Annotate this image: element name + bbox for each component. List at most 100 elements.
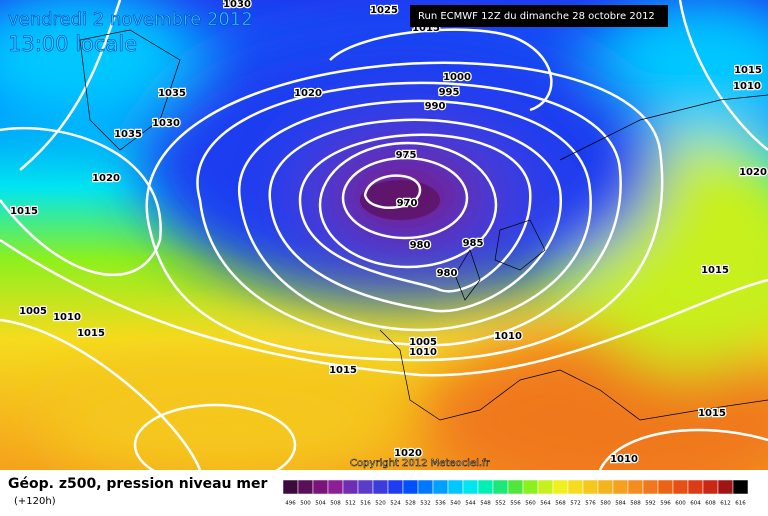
isobar-label: 985	[463, 238, 484, 249]
colorbar-cell	[672, 479, 689, 495]
coastlines	[79, 29, 768, 421]
isobar-label: 1035	[158, 88, 186, 99]
colorbar-label: 588	[630, 501, 641, 507]
colorbar-cell	[627, 479, 644, 495]
colorbar-label: 504	[315, 501, 326, 507]
colorbar-cell	[417, 479, 434, 495]
lead-time: (+120h)	[14, 496, 56, 507]
colorbar-cell	[687, 479, 704, 495]
colorbar-cell	[432, 479, 449, 495]
isobar-label: 1020	[394, 448, 422, 459]
colorbar: 496 500 504 508 512 516 520 524 528 532 536 540 544 5…	[282, 479, 749, 507]
colorbar-label: 616	[735, 501, 746, 507]
isobar-label: 1005	[19, 306, 47, 317]
colorbar-cell	[537, 479, 554, 495]
colorbar-cell	[732, 479, 749, 495]
colorbar-cell	[612, 479, 629, 495]
isobar-label: 1010	[409, 347, 437, 358]
map-date: vendredi 2 novembre 2012	[8, 9, 253, 30]
colorbar-label: 612	[720, 501, 731, 507]
copyright: Copyright 2012 Meteociel.fr	[350, 458, 491, 469]
colorbar-label: 552	[495, 501, 506, 507]
colorbar-cell	[312, 479, 329, 495]
colorbar-label: 528	[405, 501, 416, 507]
footer-title: Géop. z500, pression niveau mer	[8, 476, 267, 492]
colorbar-cell	[717, 479, 734, 495]
colorbar-cell	[492, 479, 509, 495]
isobar-label: 1025	[370, 5, 398, 16]
isobar-label: 1030	[152, 118, 180, 129]
isobar-label: 1005	[409, 337, 437, 348]
isobar-label: 980	[410, 240, 431, 251]
isobar-label: 1010	[733, 81, 761, 92]
colorbar-label: 544	[465, 501, 476, 507]
colorbar-label: 540	[450, 501, 461, 507]
isobar-label: 1000	[443, 72, 471, 83]
colorbar-cell	[357, 479, 374, 495]
colorbar-cell	[282, 479, 299, 495]
colorbar-label: 500	[300, 501, 311, 507]
colorbar-label: 580	[600, 501, 611, 507]
colorbar-cell	[447, 479, 464, 495]
isobar-label: 1020	[739, 167, 767, 178]
colorbar-label: 604	[690, 501, 701, 507]
map-time: 13:00 locale	[8, 32, 137, 56]
colorbar-label: 520	[375, 501, 386, 507]
isobar-label: 1010	[53, 312, 81, 323]
colorbar-label: 576	[585, 501, 596, 507]
colorbar-cell	[567, 479, 584, 495]
isobar-label: 1020	[92, 173, 120, 184]
colorbar-label: 556	[510, 501, 521, 507]
colorbar-cell	[507, 479, 524, 495]
colorbar-cell	[402, 479, 419, 495]
isobar-label: 1015	[734, 65, 762, 76]
colorbar-cell	[297, 479, 314, 495]
colorbar-cell	[552, 479, 569, 495]
isobar-label: 980	[437, 268, 458, 279]
isobar-label: 1015	[698, 408, 726, 419]
colorbar-cell	[657, 479, 674, 495]
isobars	[0, 0, 768, 485]
colorbar-label: 584	[615, 501, 626, 507]
isobar-label: 1035	[114, 129, 142, 140]
isobar-label: 1015	[10, 206, 38, 217]
colorbar-label: 496	[285, 501, 296, 507]
run-label: Run ECMWF 12Z du dimanche 28 octobre 201…	[418, 11, 655, 22]
colorbar-cell	[462, 479, 479, 495]
colorbar-label: 608	[705, 501, 716, 507]
colorbar-label: 524	[390, 501, 401, 507]
isobar-label: 975	[396, 150, 417, 161]
colorbar-label: 548	[480, 501, 491, 507]
colorbar-cell	[582, 479, 599, 495]
colorbar-cell	[642, 479, 659, 495]
isobar-label: 1015	[329, 365, 357, 376]
colorbar-cell	[372, 479, 389, 495]
isobar-label: 1020	[294, 88, 322, 99]
colorbar-label: 512	[345, 501, 356, 507]
isobar-labels: 1030 1025 1015 1035 1020 1000 995 990 1030 1035 97…	[9, 0, 768, 466]
colorbar-label: 536	[435, 501, 446, 507]
colorbar-cell	[522, 479, 539, 495]
isobar-label: 990	[425, 101, 446, 112]
colorbar-label: 508	[330, 501, 341, 507]
colorbar-label: 564	[540, 501, 551, 507]
colorbar-label: 568	[555, 501, 566, 507]
colorbar-label: 596	[660, 501, 671, 507]
colorbar-cell	[702, 479, 719, 495]
isobar-label: 1015	[701, 265, 729, 276]
isobar-label: 1015	[77, 328, 105, 339]
colorbar-label: 532	[420, 501, 431, 507]
colorbar-cell	[477, 479, 494, 495]
isobar-label: 1030	[223, 0, 251, 10]
colorbar-label: 560	[525, 501, 536, 507]
colorbar-label: 592	[645, 501, 656, 507]
isobar-label: 1010	[610, 454, 638, 465]
colorbar-label: 516	[360, 501, 371, 507]
isobar-label: 970	[397, 198, 418, 209]
colorbar-label: 572	[570, 501, 581, 507]
colorbar-cell	[387, 479, 404, 495]
colorbar-cell	[597, 479, 614, 495]
colorbar-label: 600	[675, 501, 686, 507]
